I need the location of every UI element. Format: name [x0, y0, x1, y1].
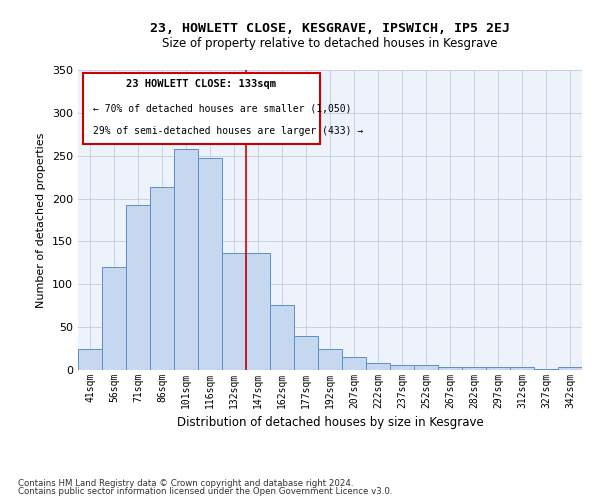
Text: 23, HOWLETT CLOSE, KESGRAVE, IPSWICH, IP5 2EJ: 23, HOWLETT CLOSE, KESGRAVE, IPSWICH, IP…: [150, 22, 510, 36]
Text: Contains public sector information licensed under the Open Government Licence v3: Contains public sector information licen…: [18, 487, 392, 496]
FancyBboxPatch shape: [83, 73, 320, 144]
Y-axis label: Number of detached properties: Number of detached properties: [37, 132, 46, 308]
Text: 29% of semi-detached houses are larger (433) →: 29% of semi-detached houses are larger (…: [93, 126, 364, 136]
Text: Contains HM Land Registry data © Crown copyright and database right 2024.: Contains HM Land Registry data © Crown c…: [18, 478, 353, 488]
X-axis label: Distribution of detached houses by size in Kesgrave: Distribution of detached houses by size …: [176, 416, 484, 430]
Bar: [78, 348, 102, 370]
Bar: [390, 365, 414, 370]
Bar: [510, 368, 534, 370]
Bar: [222, 252, 246, 370]
Text: Size of property relative to detached houses in Kesgrave: Size of property relative to detached ho…: [162, 38, 498, 51]
Bar: [246, 254, 270, 370]
Bar: [414, 365, 438, 370]
Bar: [462, 368, 486, 370]
Text: 23 HOWLETT CLOSE: 133sqm: 23 HOWLETT CLOSE: 133sqm: [127, 78, 277, 88]
Text: ← 70% of detached houses are smaller (1,050): ← 70% of detached houses are smaller (1,…: [93, 104, 352, 114]
Bar: [150, 188, 174, 370]
Bar: [558, 368, 582, 370]
Bar: [438, 366, 462, 370]
Bar: [198, 158, 222, 370]
Bar: [342, 357, 366, 370]
Bar: [366, 363, 390, 370]
Bar: [174, 149, 198, 370]
Bar: [102, 267, 126, 370]
Bar: [318, 348, 342, 370]
Bar: [126, 204, 150, 370]
Bar: [486, 366, 510, 370]
Bar: [294, 336, 318, 370]
Bar: [270, 305, 294, 370]
Bar: [534, 369, 558, 370]
